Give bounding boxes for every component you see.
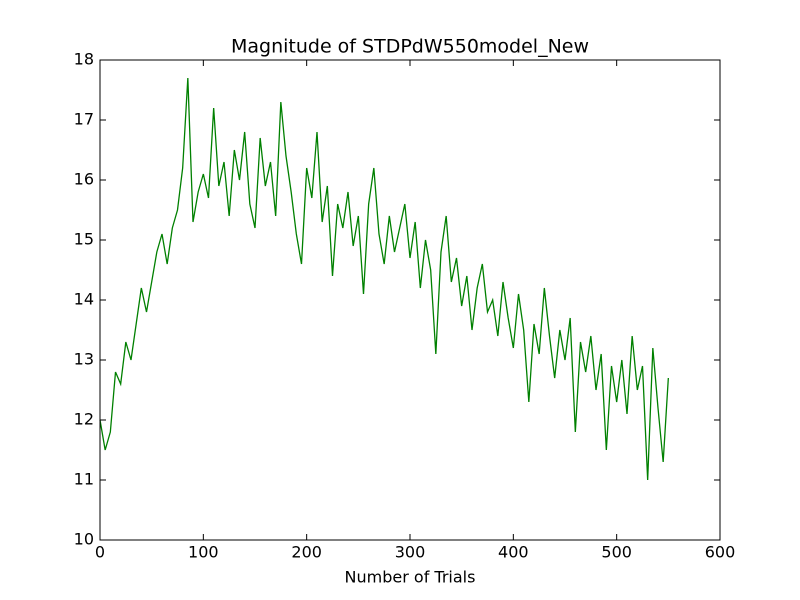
x-tick-label: 600 (705, 543, 736, 562)
x-tick-label: 300 (395, 543, 426, 562)
y-tick-label: 13 (74, 350, 94, 369)
x-axis-label: Number of Trials (345, 568, 476, 587)
x-tick-label: 100 (188, 543, 219, 562)
y-tick-label: 12 (74, 410, 94, 429)
chart-title: Magnitude of STDPdW550model_New (231, 36, 589, 58)
x-tick-label: 0 (95, 543, 105, 562)
y-tick-label: 17 (74, 110, 94, 129)
y-tick-label: 11 (74, 470, 94, 489)
y-tick-label: 10 (74, 530, 94, 549)
y-tick-label: 16 (74, 170, 94, 189)
x-tick-label: 500 (601, 543, 632, 562)
y-tick-label: 18 (74, 50, 94, 69)
x-tick-label: 400 (498, 543, 529, 562)
y-tick-label: 15 (74, 230, 94, 249)
data-line (99, 77, 669, 481)
x-tick-label: 200 (291, 543, 322, 562)
y-tick-label: 14 (74, 290, 94, 309)
